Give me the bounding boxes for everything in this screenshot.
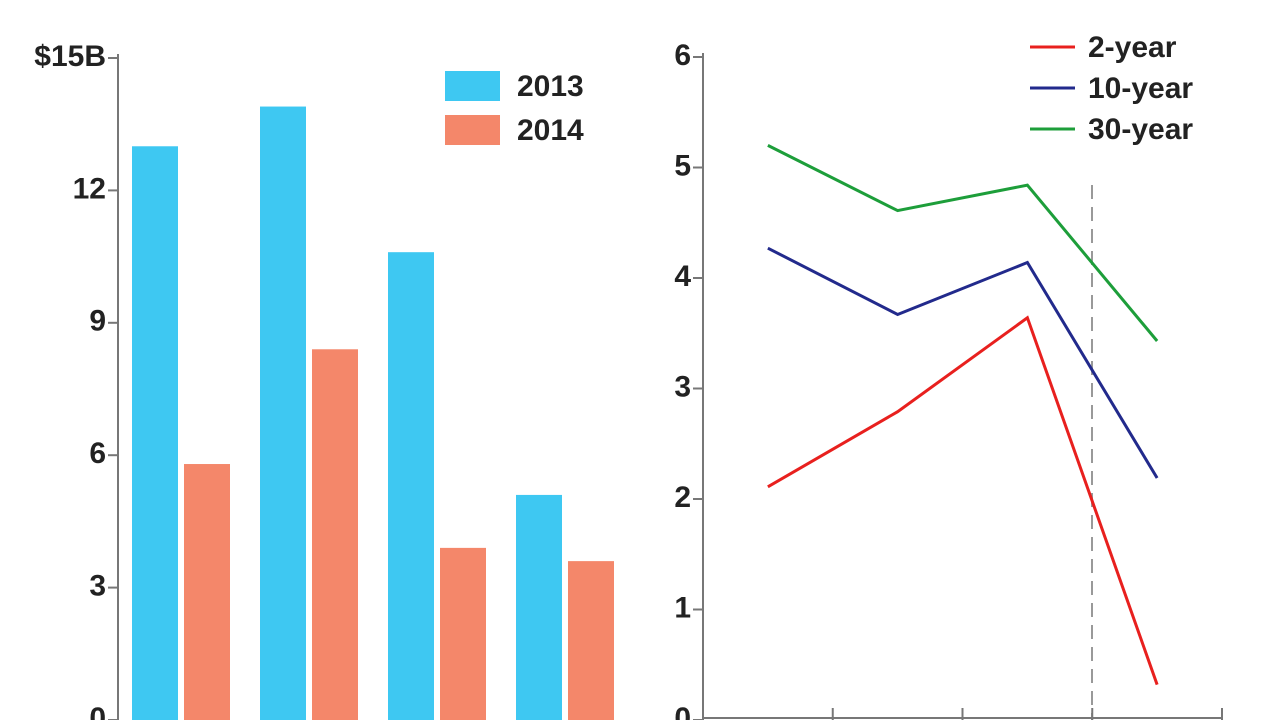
bar: [184, 464, 230, 720]
line-series: [767, 315, 1159, 686]
y-tick-label: 6: [89, 437, 106, 470]
bar: [312, 349, 358, 720]
legend-label: 10-year: [1088, 72, 1193, 105]
y-tick-label: $15B: [34, 40, 106, 73]
bar: [440, 547, 486, 720]
y-tick-label: 0: [89, 702, 106, 720]
line-series: [767, 246, 1159, 479]
line-series: [767, 144, 1159, 342]
y-tick-label: 12: [73, 172, 106, 205]
bar: [568, 561, 614, 720]
bar: [516, 494, 562, 720]
legend-swatch: [445, 115, 500, 145]
legend-label: 2013: [517, 70, 584, 103]
y-tick-label: 6: [674, 39, 691, 72]
y-tick-label: 1: [674, 591, 691, 624]
legend-label: 2014: [517, 114, 584, 147]
legend-label: 30-year: [1088, 113, 1193, 146]
y-tick-label: 9: [89, 305, 106, 338]
legend-label: 2-year: [1088, 31, 1177, 64]
y-tick-label: 3: [674, 370, 691, 403]
bar: [260, 106, 306, 720]
legend-swatch: [445, 71, 500, 101]
y-tick-label: 0: [674, 702, 691, 720]
y-tick-label: 4: [674, 260, 691, 293]
y-tick-label: 3: [89, 570, 106, 603]
bar: [132, 146, 178, 720]
bar: [388, 252, 434, 720]
y-tick-label: 5: [674, 149, 691, 182]
y-tick-label: 2: [674, 481, 691, 514]
